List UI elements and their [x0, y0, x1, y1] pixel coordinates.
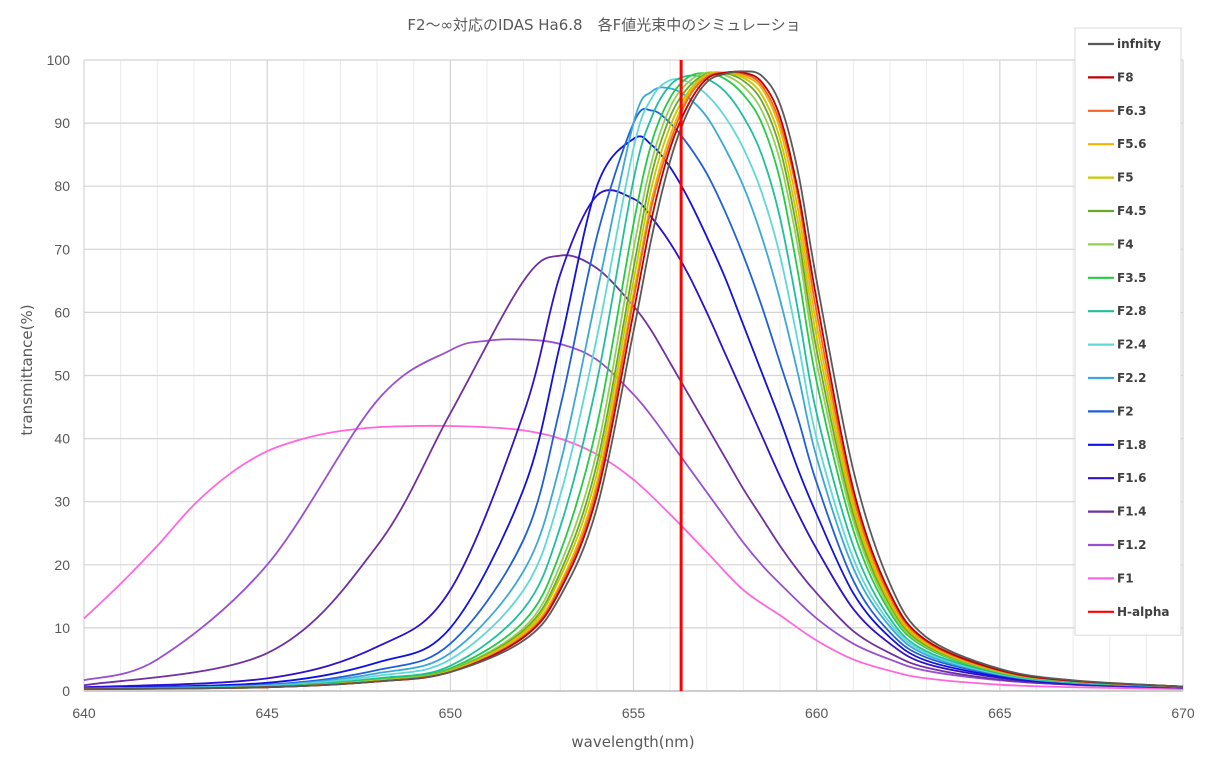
- legend-label-f1-2: F1.2: [1117, 538, 1146, 552]
- legend-label-f1-4: F1.4: [1117, 505, 1146, 519]
- x-tick-label: 650: [439, 705, 463, 721]
- y-tick-label: 100: [47, 52, 71, 68]
- x-tick-label: 640: [72, 705, 96, 721]
- series-line-f1-6: [83, 189, 1184, 689]
- legend-label-f2-8: F2.8: [1117, 304, 1146, 318]
- series-line-f4: [83, 71, 1184, 691]
- legend-label-infnity: infnity: [1117, 37, 1161, 51]
- series-lines: [83, 70, 1184, 691]
- legend-label-h-alpha: H-alpha: [1117, 605, 1169, 619]
- y-tick-label: 40: [54, 431, 70, 447]
- legend-label-f1: F1: [1117, 571, 1134, 585]
- legend-label-f2-4: F2.4: [1117, 338, 1146, 352]
- x-tick-label: 660: [805, 705, 829, 721]
- legend-box: [1074, 27, 1182, 636]
- y-tick-label: 0: [62, 683, 70, 699]
- x-axis-title: wavelength(nm): [571, 733, 694, 751]
- series-line-f5-6: [83, 71, 1184, 691]
- y-tick-label: 80: [54, 178, 70, 194]
- series-line-f1-4: [83, 254, 1184, 689]
- x-tick-label: 670: [1171, 705, 1195, 721]
- series-line-f1-8: [83, 135, 1184, 689]
- x-tick-labels: 640 645 650 655 660 665 670: [72, 705, 1195, 721]
- series-line-f8: [83, 70, 1184, 691]
- y-tick-label: 60: [54, 304, 70, 320]
- legend-label-f4: F4: [1117, 237, 1134, 251]
- x-tick-label: 655: [622, 705, 646, 721]
- series-line-f1: [83, 424, 1184, 691]
- legend-label-f1-6: F1.6: [1117, 471, 1146, 485]
- legend-label-f2-2: F2.2: [1117, 371, 1146, 385]
- legend-label-f6-3: F6.3: [1117, 104, 1146, 118]
- y-tick-label: 10: [54, 620, 70, 636]
- x-tick-label: 645: [255, 705, 279, 721]
- y-tick-label: 30: [54, 494, 70, 510]
- legend-label-f8: F8: [1117, 70, 1134, 84]
- y-tick-label: 50: [54, 368, 70, 384]
- y-tick-labels: 0 10 20 30 40 50 60 70 80 90 100: [47, 52, 71, 699]
- series-line-f1-2: [83, 338, 1184, 689]
- legend-label-f2: F2: [1117, 404, 1134, 418]
- y-tick-label: 90: [54, 115, 70, 131]
- legend-label-f4-5: F4.5: [1117, 204, 1146, 218]
- legend-label-f5: F5: [1117, 171, 1134, 185]
- series-line-f2-4: [83, 78, 1184, 691]
- major-gridlines: [83, 59, 1184, 692]
- y-tick-label: 70: [54, 241, 70, 257]
- legend-label-f3-5: F3.5: [1117, 271, 1146, 285]
- legend: infnity F8 F6.3 F5.6 F5 F4.5 F4 F3.5 F2.8 F2.4 F2.…: [1074, 27, 1182, 636]
- y-tick-label: 20: [54, 557, 70, 573]
- legend-label-f1-8: F1.8: [1117, 438, 1146, 452]
- x-tick-label: 665: [988, 705, 1012, 721]
- chart-title: F2～∞対応のIDAS Ha6.8 各F値光束中のシミュレーショ: [407, 16, 800, 34]
- series-line-f2: [83, 108, 1184, 690]
- legend-label-f5-6: F5.6: [1117, 137, 1146, 151]
- y-axis-title: transmittance(%): [18, 304, 36, 435]
- series-line-f2-2: [83, 86, 1184, 690]
- series-line-infnity: [83, 70, 1184, 691]
